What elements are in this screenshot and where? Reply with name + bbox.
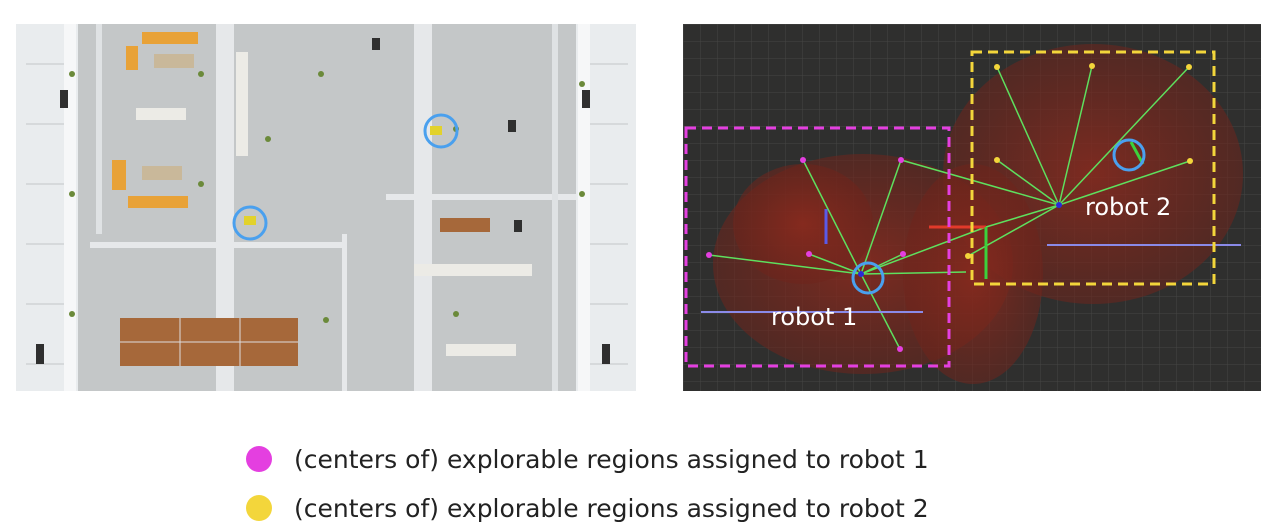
bench xyxy=(136,52,532,356)
robot-2-label: robot 2 xyxy=(1085,193,1172,221)
yellow-dot-icon xyxy=(246,495,272,521)
sofa-group xyxy=(112,32,198,208)
robot-1-marker xyxy=(232,205,268,241)
simulation-view xyxy=(16,24,636,391)
robot-2-marker xyxy=(423,113,459,149)
legend-item-robot-2: (centers of) explorable regions assigned… xyxy=(246,493,929,523)
robot-2-region-box xyxy=(970,50,1216,286)
simulation-scene xyxy=(16,24,636,391)
map-canvas xyxy=(683,24,1261,391)
robot-1-region-centers xyxy=(706,157,906,352)
robot-2-assignment-edges xyxy=(900,65,1191,257)
interior-wall xyxy=(414,24,432,391)
legend-text-robot-2: (centers of) explorable regions assigned… xyxy=(294,493,929,523)
robot-2-model xyxy=(430,126,442,135)
robot-2-region-centers xyxy=(965,63,1193,259)
robot-1-label: robot 1 xyxy=(771,303,858,331)
exploration-map: robot 1 robot 2 xyxy=(683,24,1261,391)
robot-1-region-box xyxy=(684,126,951,368)
interior-wall xyxy=(216,24,234,391)
magenta-dot-icon xyxy=(246,446,272,472)
robot-2-map-marker xyxy=(1112,138,1146,172)
robot-1-model xyxy=(244,216,256,225)
robot-1-map-marker xyxy=(851,261,885,295)
legend-text-robot-1: (centers of) explorable regions assigned… xyxy=(294,444,929,474)
legend-item-robot-1: (centers of) explorable regions assigned… xyxy=(246,444,929,474)
robot-1-assignment-edges xyxy=(708,159,987,350)
